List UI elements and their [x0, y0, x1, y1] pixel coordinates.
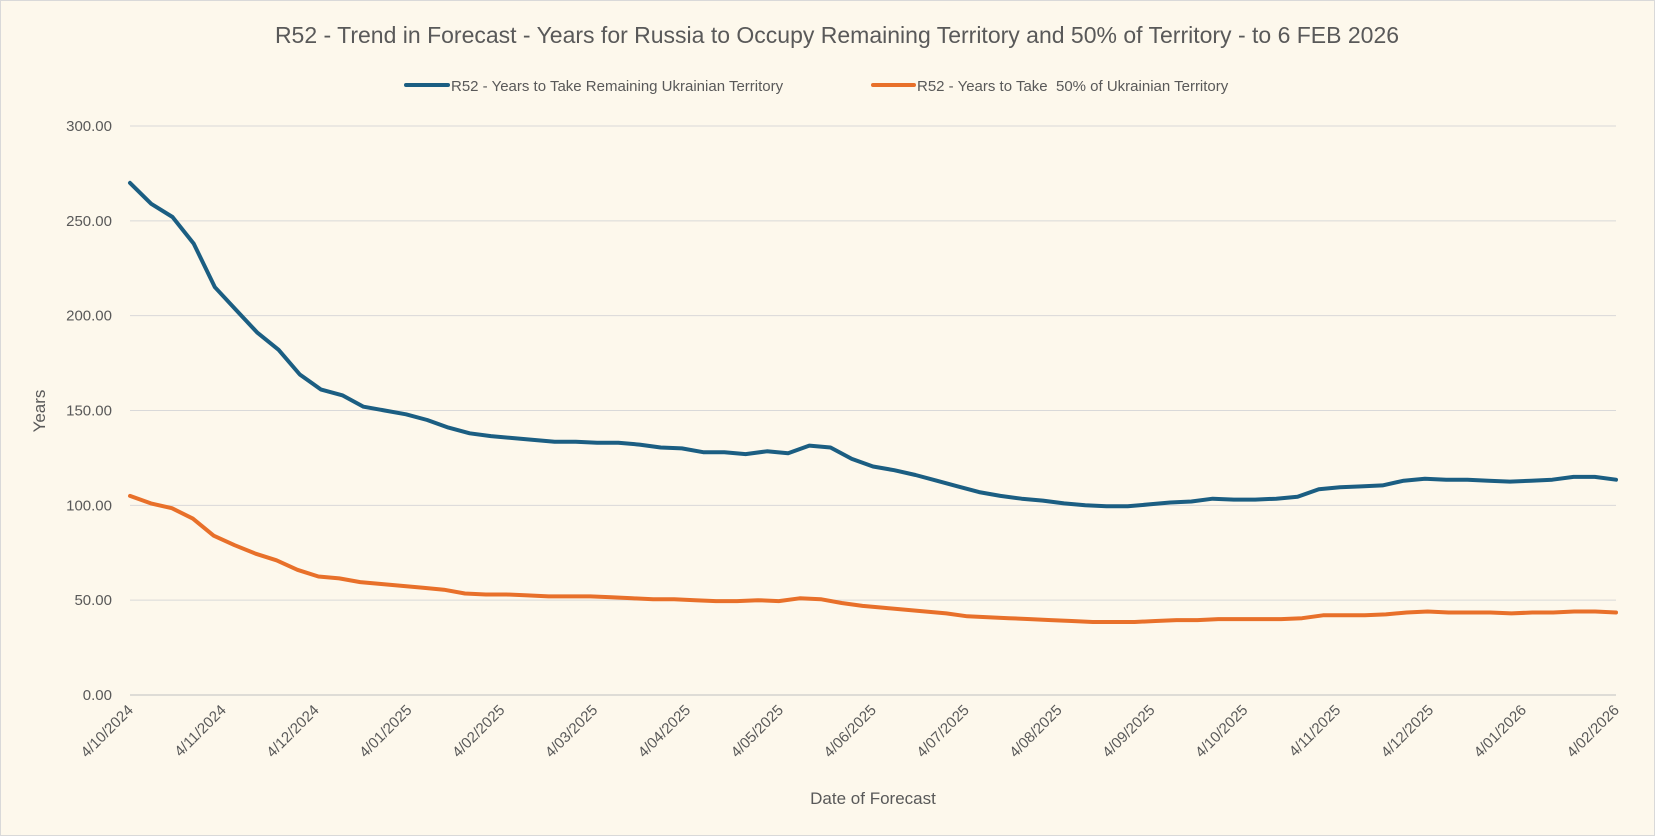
legend: R52 - Years to Take Remaining Ukrainian …: [404, 78, 1229, 95]
series-line-fifty-percent: [128, 493, 1618, 624]
x-tick-label: 4/11/2025: [1286, 702, 1344, 760]
x-tick-label: 4/01/2026: [1471, 702, 1530, 761]
legend-item-remaining: R52 - Years to Take Remaining Ukrainian …: [404, 78, 784, 95]
y-tick-label: 250.00: [66, 213, 112, 230]
x-axis-title: Date of Forecast: [810, 789, 936, 808]
y-tick-label: 0.00: [83, 687, 112, 704]
x-tick-label: 4/10/2025: [1192, 702, 1251, 761]
series-layer: [128, 180, 1618, 624]
y-axis-title: Years: [30, 390, 49, 433]
y-tick-label: 100.00: [66, 497, 112, 514]
y-tick-label: 200.00: [66, 308, 112, 325]
y-tick-label: 50.00: [74, 592, 112, 609]
y-tick-label: 150.00: [66, 403, 112, 420]
gridlines: [130, 125, 1616, 601]
x-tick-label: 4/10/2024: [78, 702, 137, 761]
x-tick-label: 4/02/2026: [1564, 702, 1623, 761]
legend-label-fifty-percent: R52 - Years to Take 50% of Ukrainian Ter…: [917, 78, 1229, 95]
y-tick-label: 300.00: [66, 118, 112, 135]
legend-label-remaining: R52 - Years to Take Remaining Ukrainian …: [451, 78, 784, 95]
y-axis-ticks: 0.00 50.00 100.00 150.00 200.00 250.00 300.00: [66, 118, 112, 704]
x-tick-label: 4/01/2025: [356, 702, 415, 761]
x-tick-label: 4/11/2024: [171, 702, 229, 760]
chart-title: R52 - Trend in Forecast - Years for Russ…: [275, 22, 1399, 48]
x-tick-label: 4/09/2025: [1099, 702, 1158, 761]
series-line-remaining: [128, 180, 1618, 509]
x-axis-ticks: 4/10/2024 4/11/2024 4/12/2024 4/01/2025 4/02…: [78, 702, 1623, 761]
x-tick-label: 4/12/2024: [263, 702, 322, 761]
x-tick-label: 4/12/2025: [1378, 702, 1437, 761]
x-tick-label: 4/02/2025: [449, 702, 508, 761]
x-tick-label: 4/05/2025: [728, 702, 787, 761]
x-tick-label: 4/06/2025: [821, 702, 880, 761]
x-tick-label: 4/07/2025: [913, 702, 972, 761]
x-tick-label: 4/08/2025: [1006, 702, 1065, 761]
x-tick-label: 4/04/2025: [635, 702, 694, 761]
legend-item-fifty-percent: R52 - Years to Take 50% of Ukrainian Ter…: [871, 78, 1229, 95]
x-tick-label: 4/03/2025: [542, 702, 601, 761]
